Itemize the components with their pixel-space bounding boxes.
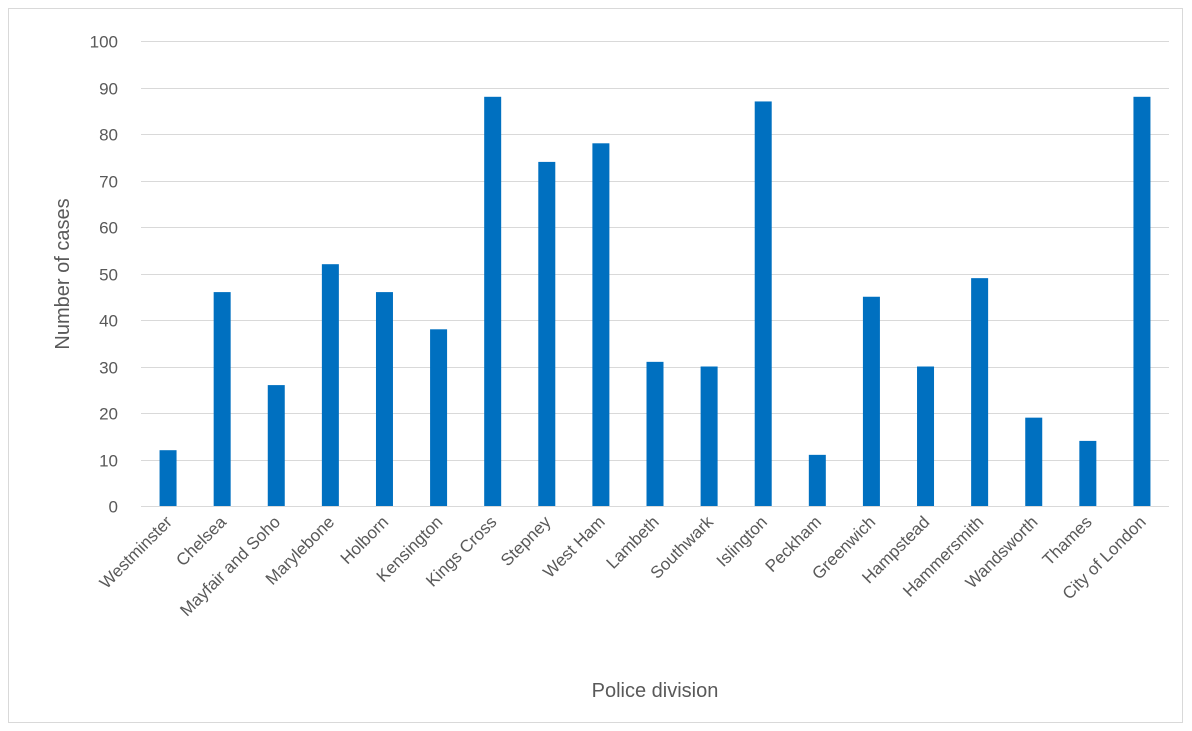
bar-lambeth <box>646 361 664 506</box>
bar-kings-cross <box>484 96 502 507</box>
y-tick-label: 30 <box>99 359 118 378</box>
y-tick-label: 100 <box>90 33 118 52</box>
bar-marylebone <box>321 264 339 506</box>
bar-greenwich <box>862 296 880 506</box>
bar-wandsworth <box>1025 417 1043 506</box>
bars <box>159 96 1151 507</box>
y-tick-label: 50 <box>99 266 118 285</box>
bar-stepney <box>538 161 556 506</box>
bar-chelsea <box>213 292 231 506</box>
y-tick-label: 80 <box>99 126 118 145</box>
x-tick-label: Holborn <box>337 512 393 568</box>
gridlines <box>141 41 1169 507</box>
x-tick-label: Westminster <box>96 512 176 592</box>
bar-kensington <box>430 329 448 506</box>
y-tick-label: 70 <box>99 173 118 192</box>
bar-city-of-london <box>1133 96 1151 507</box>
y-tick-label: 20 <box>99 405 118 424</box>
bar-peckham <box>808 454 826 506</box>
bar-hammersmith <box>971 278 989 506</box>
bar-islington <box>754 101 772 506</box>
y-tick-label: 40 <box>99 312 118 331</box>
bar-thames <box>1079 440 1097 506</box>
bar-southwark <box>700 366 718 506</box>
bar-hampstead <box>917 366 935 506</box>
y-tick-label: 90 <box>99 80 118 99</box>
y-tick-label: 0 <box>109 498 118 517</box>
x-axis-title: Police division <box>592 680 719 702</box>
bar-mayfair-and-soho <box>267 385 285 506</box>
bar-westminster <box>159 450 177 506</box>
x-tick-label: Mayfair and Soho <box>176 512 284 620</box>
bar-holborn <box>375 292 393 506</box>
y-tick-label: 10 <box>99 452 118 471</box>
y-axis-ticks: 0 10 20 30 40 50 60 70 80 90 100 <box>90 33 118 517</box>
bar-west-ham <box>592 143 610 507</box>
y-axis-title: Number of cases <box>52 198 74 349</box>
y-tick-label: 60 <box>99 219 118 238</box>
